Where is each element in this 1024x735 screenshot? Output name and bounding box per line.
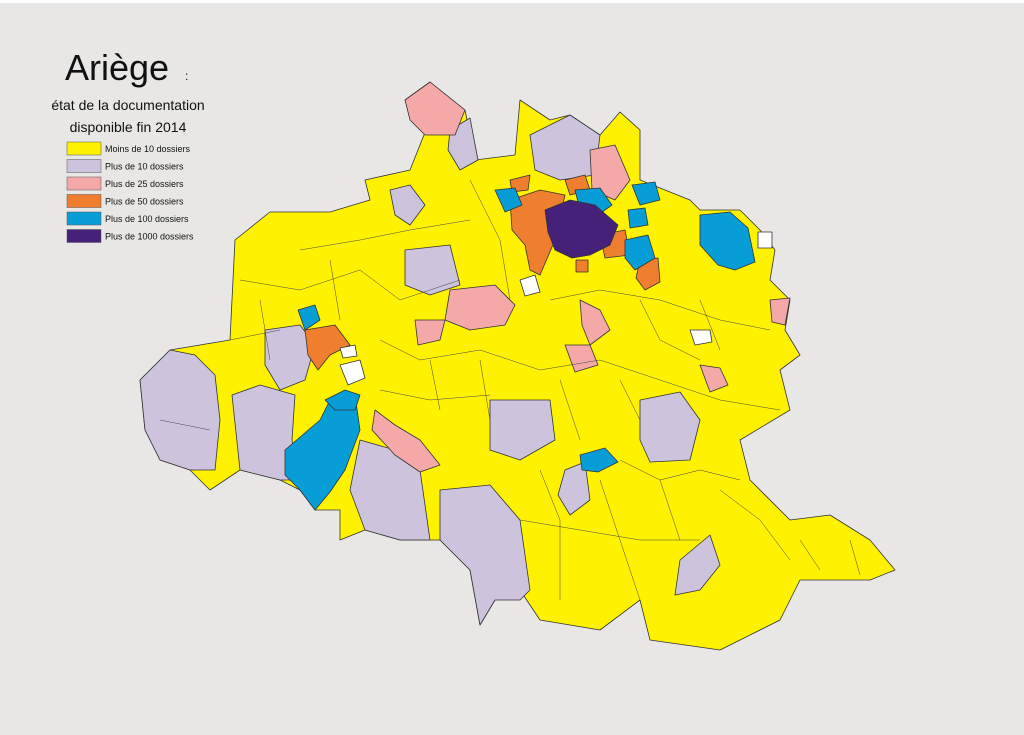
commune-area (589, 144, 631, 201)
commune-area (404, 244, 461, 296)
unknown-commune (339, 344, 358, 359)
unknown-commune (689, 329, 713, 346)
legend-swatch (66, 194, 102, 208)
commune-area (414, 319, 446, 346)
commune-area (699, 364, 729, 393)
subtitle: disponible fin 2014 (70, 119, 187, 135)
commune-area (324, 389, 361, 411)
commune-borders (159, 179, 861, 601)
commune-area (544, 199, 619, 259)
commune-area (579, 299, 611, 346)
commune-area (674, 534, 721, 596)
legend-swatch (66, 141, 102, 156)
commune-area (627, 207, 649, 229)
commune-area (639, 391, 701, 463)
commune-area (489, 399, 556, 461)
commune-area (439, 484, 531, 626)
department-map (139, 81, 896, 651)
commune-area (297, 304, 321, 331)
legend-swatch (66, 229, 102, 243)
commune-area (139, 349, 221, 471)
legend-label: Plus de 1000 dossiers (105, 232, 194, 242)
commune-area (371, 409, 441, 473)
commune-area (564, 344, 599, 373)
legend-label: Moins de 10 dossiers (105, 144, 191, 154)
legend-swatch (66, 211, 102, 226)
unknown-commune (757, 231, 773, 249)
top-border (0, 0, 1024, 3)
commune-area (264, 324, 316, 391)
commune-area (579, 447, 619, 473)
commune-area (404, 81, 466, 136)
commune-area (389, 184, 426, 226)
commune-area (699, 211, 756, 271)
legend-label: Plus de 10 dossiers (105, 162, 184, 172)
unknown-commune (519, 274, 541, 297)
commune-area (284, 394, 361, 511)
commune-area (494, 187, 523, 213)
legend-swatch (66, 176, 102, 191)
commune-area (769, 297, 791, 326)
legend: Moins de 10 dossiers Plus de 10 dossiers P… (66, 141, 194, 243)
legend-label: Plus de 25 dossiers (105, 179, 184, 189)
commune-area (631, 181, 661, 206)
commune-area (575, 259, 589, 273)
subtitle: état de la documentation (51, 97, 204, 113)
title-suffix: : (185, 69, 188, 83)
unknown-commune (339, 359, 366, 386)
legend-label: Plus de 100 dossiers (105, 214, 189, 224)
map-title: Ariège (65, 47, 169, 88)
legend-swatch (66, 159, 102, 173)
commune-area (624, 234, 656, 271)
border-line (159, 179, 861, 601)
commune-area (304, 324, 351, 371)
legend-label: Plus de 50 dossiers (105, 197, 184, 207)
